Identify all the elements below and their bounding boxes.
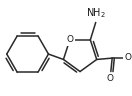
Text: O: O (124, 53, 131, 62)
Text: O: O (107, 74, 114, 83)
Text: O: O (66, 35, 73, 44)
Text: NH$_2$: NH$_2$ (86, 7, 106, 20)
